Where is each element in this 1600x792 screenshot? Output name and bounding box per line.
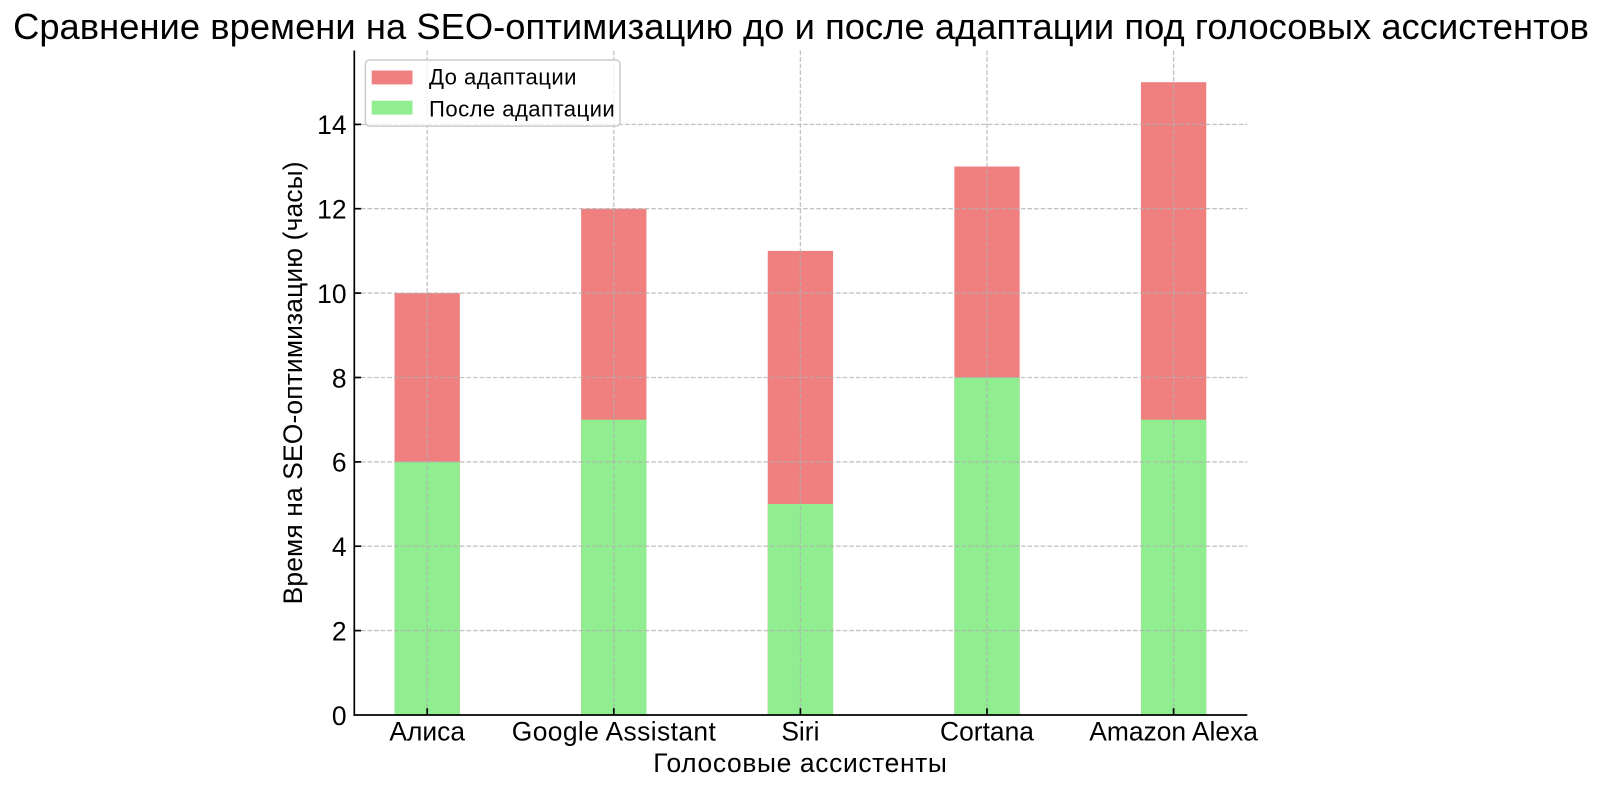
svg-text:Время на SEO-оптимизацию (часы: Время на SEO-оптимизацию (часы)	[278, 161, 308, 604]
svg-text:Голосовые ассистенты: Голосовые ассистенты	[653, 748, 947, 778]
svg-text:4: 4	[332, 532, 347, 562]
svg-text:После адаптации: После адаптации	[429, 97, 615, 122]
svg-text:12: 12	[317, 195, 346, 225]
svg-text:Сравнение времени на SEO-оптим: Сравнение времени на SEO-оптимизацию до …	[13, 6, 1589, 47]
svg-text:14: 14	[317, 110, 346, 140]
svg-text:10: 10	[317, 279, 346, 309]
svg-text:2: 2	[332, 616, 347, 646]
svg-text:Amazon Alexa: Amazon Alexa	[1089, 717, 1258, 747]
svg-text:Siri: Siri	[781, 717, 819, 747]
svg-text:Cortana: Cortana	[940, 717, 1034, 747]
svg-text:Алиса: Алиса	[389, 717, 465, 747]
svg-text:6: 6	[332, 448, 347, 478]
svg-text:0: 0	[332, 701, 347, 731]
svg-text:До адаптации: До адаптации	[429, 64, 577, 89]
svg-text:Google Assistant: Google Assistant	[512, 717, 717, 747]
svg-text:8: 8	[332, 363, 347, 393]
